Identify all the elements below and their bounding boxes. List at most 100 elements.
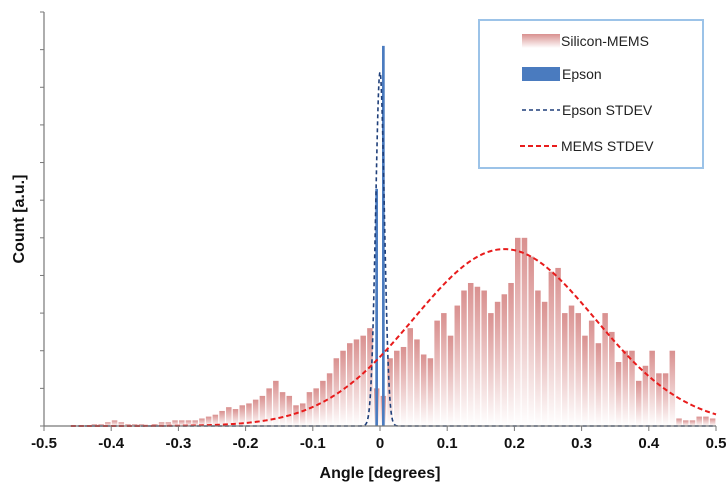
silicon-mems-bar	[689, 420, 696, 426]
silicon-mems-bars	[91, 237, 716, 426]
silicon-mems-bar	[582, 335, 588, 426]
silicon-mems-bar	[615, 362, 622, 426]
silicon-mems-bar	[494, 301, 501, 426]
silicon-mems-bar	[461, 290, 467, 426]
x-axis-tick-labels: -0.5 -0.4 -0.3 -0.2 -0.1 0 0.1 0.2 0.3 0.4 0.5	[31, 435, 726, 452]
x-tick-label: -0.3	[165, 435, 191, 452]
silicon-mems-bar	[273, 380, 279, 426]
silicon-mems-bar	[441, 313, 447, 426]
x-axis-ticks	[43, 426, 717, 431]
legend-box	[478, 19, 704, 169]
silicon-mems-bar	[232, 409, 239, 426]
silicon-mems-bar	[488, 313, 494, 426]
epson-bar	[382, 45, 385, 426]
silicon-mems-bar	[239, 405, 245, 426]
silicon-mems-bar	[400, 346, 407, 426]
silicon-mems-bar	[407, 328, 413, 426]
silicon-mems-bar	[320, 380, 326, 426]
silicon-mems-bar	[434, 320, 440, 426]
legend-silicon-mems-swatch	[522, 34, 560, 48]
silicon-mems-bar	[501, 294, 508, 426]
silicon-mems-bar	[649, 350, 655, 426]
silicon-mems-bar	[394, 350, 400, 426]
silicon-mems-bar	[629, 350, 635, 426]
silicon-mems-bar	[179, 420, 185, 426]
silicon-mems-bar	[172, 420, 178, 426]
silicon-mems-bar	[521, 237, 528, 426]
x-tick-label: -0.4	[98, 435, 125, 452]
silicon-mems-bar	[696, 416, 702, 426]
silicon-mems-bar	[642, 365, 649, 426]
y-axis-minor-ticks	[40, 11, 44, 427]
silicon-mems-bar	[683, 420, 689, 426]
legend-epson-swatch	[522, 67, 560, 81]
silicon-mems-bar	[548, 271, 555, 426]
silicon-mems-bar	[541, 301, 548, 426]
silicon-mems-bar	[266, 388, 272, 426]
silicon-mems-bar	[340, 350, 346, 426]
silicon-mems-bar	[246, 403, 252, 426]
silicon-mems-bar	[588, 320, 595, 426]
silicon-mems-bar	[105, 422, 111, 426]
silicon-mems-bar	[656, 373, 662, 426]
silicon-mems-bar	[669, 350, 676, 426]
silicon-mems-bar	[703, 416, 709, 426]
silicon-mems-bar	[635, 380, 642, 426]
silicon-mems-bar	[165, 422, 172, 426]
silicon-mems-bar	[447, 335, 454, 426]
silicon-mems-bar	[568, 305, 575, 426]
x-tick-label: -0.5	[31, 435, 57, 452]
silicon-mems-bar	[474, 286, 481, 426]
legend-silicon-mems-label: Silicon-MEMS	[561, 33, 649, 49]
silicon-mems-bar	[575, 313, 581, 426]
silicon-mems-bar	[562, 313, 568, 426]
silicon-mems-bar	[98, 424, 104, 426]
silicon-mems-bar	[595, 343, 602, 426]
silicon-mems-bar	[118, 422, 125, 426]
x-tick-label: -0.1	[300, 435, 326, 452]
silicon-mems-bar	[138, 424, 145, 426]
silicon-mems-bar	[111, 420, 118, 426]
silicon-mems-bar	[205, 416, 212, 426]
silicon-mems-bar	[602, 313, 608, 426]
x-tick-label: 0.2	[504, 435, 525, 452]
silicon-mems-bar	[420, 354, 427, 426]
x-tick-label: 0	[376, 435, 384, 452]
silicon-mems-bar	[609, 331, 615, 426]
silicon-mems-bar	[286, 395, 293, 426]
epson-bars	[375, 45, 385, 426]
silicon-mems-bar	[353, 339, 360, 426]
silicon-mems-bar	[299, 403, 306, 426]
silicon-mems-bar	[91, 424, 98, 426]
epson-bar	[375, 188, 378, 426]
x-axis-title: Angle [degrees]	[320, 465, 441, 482]
silicon-mems-bar	[185, 420, 192, 426]
x-tick-label: 0.4	[638, 435, 660, 452]
silicon-mems-bar	[414, 339, 420, 426]
silicon-mems-bar	[158, 422, 165, 426]
silicon-mems-bar	[662, 373, 669, 426]
silicon-mems-bar	[709, 418, 716, 426]
silicon-mems-bar	[481, 290, 487, 426]
silicon-mems-bar	[226, 407, 232, 426]
silicon-mems-bar	[555, 267, 561, 426]
silicon-mems-bar	[467, 282, 474, 426]
silicon-mems-bar	[676, 418, 682, 426]
silicon-mems-bar	[515, 237, 521, 426]
legend-epson-label: Epson	[562, 66, 602, 82]
silicon-mems-bar	[454, 305, 461, 426]
silicon-mems-bar	[360, 335, 366, 426]
chart-legend: Silicon-MEMS Epson Epson STDEV MEMS STDE…	[478, 19, 704, 169]
silicon-mems-bar	[313, 388, 319, 426]
silicon-mems-bar	[528, 256, 534, 426]
silicon-mems-bar	[219, 410, 225, 426]
silicon-mems-bar	[508, 282, 514, 426]
silicon-mems-bar	[326, 373, 333, 426]
silicon-mems-bar	[347, 343, 353, 426]
x-tick-label: 0.1	[437, 435, 458, 452]
silicon-mems-bar	[535, 290, 541, 426]
silicon-mems-bar	[293, 405, 299, 426]
silicon-mems-bar	[333, 358, 340, 426]
silicon-mems-bar	[199, 418, 205, 426]
